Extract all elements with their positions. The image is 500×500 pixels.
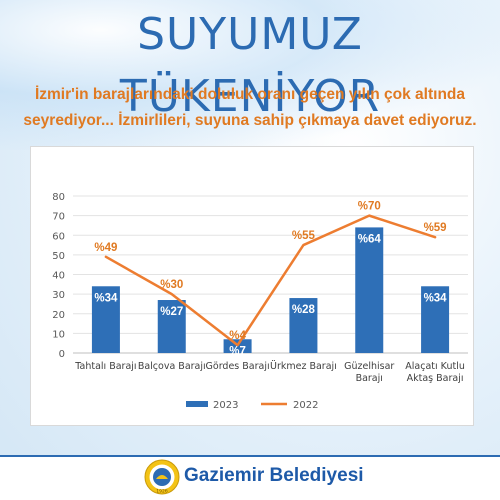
data-label-2023: %34 <box>424 292 448 304</box>
bar-2023 <box>157 300 186 353</box>
data-label-2022: %4 <box>229 330 246 342</box>
y-tick-label: 20 <box>52 310 65 321</box>
x-category-label: Ürkmez Barajı <box>270 361 337 372</box>
x-category-label: Aktaş Barajı <box>407 373 464 384</box>
y-tick-label: 70 <box>52 212 65 223</box>
footer-divider <box>0 455 500 457</box>
dam-occupancy-chart: 0 10 20 30 40 50 60 70 80 %49 %30 %4 %55 %70 %59 %34 %27… <box>52 192 468 411</box>
y-tick-label: 50 <box>52 251 65 262</box>
y-tick-label: 80 <box>52 192 65 203</box>
subtitle-line-2: seyrediyor... İzmirlileri, suyuna sahip … <box>23 112 477 129</box>
y-tick-label: 0 <box>59 349 65 360</box>
y-tick-label: 60 <box>52 231 65 242</box>
logo-year: 1926 <box>156 489 168 495</box>
legend-swatch-2023 <box>186 401 208 407</box>
x-category-label: Alaçatı Kutlu <box>405 361 465 372</box>
water-splash-background <box>0 0 500 150</box>
bar-2023 <box>91 286 120 353</box>
x-category-label: Barajı <box>356 373 383 384</box>
footer <box>0 457 500 500</box>
data-label-2022: %49 <box>94 242 117 254</box>
chart-card: 0 10 20 30 40 50 60 70 80 %49 %30 %4 %55 %70 %59 %34 %27… <box>30 146 474 426</box>
brand-name: Gaziemir Belediyesi <box>184 465 364 486</box>
x-category-label: Gördes Barajı <box>206 361 270 372</box>
bar-2023 <box>421 286 450 353</box>
data-label-2022: %70 <box>358 201 381 213</box>
page-subtitle: İzmir'in barajlarındaki doluluk oranı ge… <box>10 82 490 134</box>
data-label-2023: %64 <box>358 233 382 245</box>
x-category-label: Tahtalı Barajı <box>74 361 136 372</box>
data-label-2022: %55 <box>292 230 316 242</box>
y-tick-label: 10 <box>52 329 65 340</box>
data-label-2023: %7 <box>229 345 246 357</box>
bar-2023 <box>289 298 318 353</box>
legend-label-2023: 2023 <box>213 400 238 411</box>
data-label-2022: %30 <box>160 279 183 291</box>
data-label-2022: %59 <box>424 222 447 234</box>
data-label-2023: %28 <box>292 304 316 316</box>
subtitle-line-1: İzmir'in barajlarındaki doluluk oranı ge… <box>34 86 466 103</box>
legend-label-2022: 2022 <box>293 400 318 411</box>
x-category-label: Balçova Barajı <box>138 361 206 372</box>
municipality-seal-icon: 1926 <box>144 459 180 495</box>
y-tick-label: 40 <box>52 271 65 282</box>
line-2022 <box>104 214 437 347</box>
bar-2023 <box>355 227 384 353</box>
data-label-2023: %27 <box>160 306 183 318</box>
y-tick-label: 30 <box>52 290 65 301</box>
data-label-2023: %34 <box>94 292 118 304</box>
x-category-label: Güzelhisar <box>344 361 394 372</box>
page-headline: SUYUMUZ TÜKENİYOR <box>119 9 381 122</box>
